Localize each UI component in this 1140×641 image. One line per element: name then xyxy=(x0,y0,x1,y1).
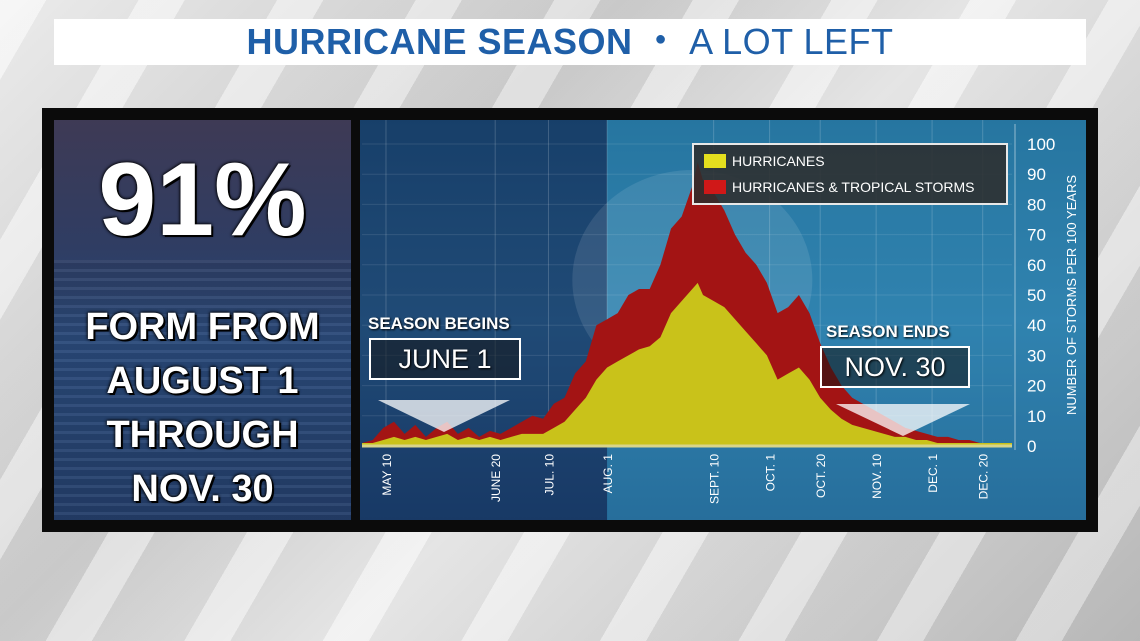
y-tick-label: 30 xyxy=(1027,346,1046,365)
stat-box: 91% FORM FROM AUGUST 1 THROUGH NOV. 30 xyxy=(54,120,351,520)
x-tick-label: DEC. 1 xyxy=(926,454,940,493)
y-tick-label: 90 xyxy=(1027,165,1046,184)
hurricanes-area xyxy=(362,282,1012,446)
y-tick-label: 70 xyxy=(1027,226,1046,245)
legend-item-storms: HURRICANES & TROPICAL STORMS xyxy=(704,179,974,195)
x-tick-label: JUL. 10 xyxy=(542,454,556,496)
x-tick-label: DEC. 20 xyxy=(977,454,991,500)
title-bar: HURRICANE SEASON ● A LOT LEFT xyxy=(54,19,1086,65)
legend-swatch-yellow xyxy=(704,154,726,168)
x-tick-label: AUG. 1 xyxy=(601,454,615,494)
bullet-icon: ● xyxy=(654,27,668,50)
y-tick-label: 10 xyxy=(1027,407,1046,426)
legend-item-hurricanes: HURRICANES xyxy=(704,153,825,169)
y-tick-label: 40 xyxy=(1027,316,1046,335)
page-title: HURRICANE SEASON xyxy=(246,21,633,62)
y-tick-label: 80 xyxy=(1027,195,1046,214)
legend-label-storms: HURRICANES & TROPICAL STORMS xyxy=(732,179,975,195)
season-ends-label: SEASON ENDS xyxy=(826,322,950,341)
y-tick-label: 100 xyxy=(1027,135,1055,154)
stat-line-1: FORM FROM xyxy=(85,306,320,348)
y-axis-label: NUMBER OF STORMS PER 100 YEARS xyxy=(1064,175,1079,415)
x-tick-label: NOV. 10 xyxy=(870,454,884,499)
legend-label-hurricanes: HURRICANES xyxy=(732,153,825,169)
stat-percent: 91% xyxy=(98,142,307,258)
page-subtitle: A LOT LEFT xyxy=(689,21,894,62)
pre-season-shade xyxy=(360,120,608,520)
stat-line-2: AUGUST 1 xyxy=(106,360,299,402)
y-tick-label: 20 xyxy=(1027,377,1046,396)
season-ends-date: NOV. 30 xyxy=(820,346,970,388)
season-begins-label: SEASON BEGINS xyxy=(368,314,510,333)
x-tick-label: JUNE 20 xyxy=(489,454,503,502)
chart-area: 0 10 20 30 40 50 60 70 80 90 100 NUMBER OF STORMS P… xyxy=(360,120,1086,520)
season-begins-date: JUNE 1 xyxy=(369,338,521,380)
x-tick-label: SEPT. 10 xyxy=(708,454,722,504)
stat-line-3: THROUGH xyxy=(106,414,299,456)
season-begins-arrow xyxy=(378,400,510,432)
x-tick-label: OCT. 1 xyxy=(764,454,778,492)
y-tick-label: 0 xyxy=(1027,437,1036,456)
stat-line-4: NOV. 30 xyxy=(131,468,274,510)
ocean-texture xyxy=(54,260,351,520)
y-tick-label: 60 xyxy=(1027,256,1046,275)
x-tick-label: OCT. 20 xyxy=(814,454,828,498)
graphic-panel: 91% FORM FROM AUGUST 1 THROUGH NOV. 30 0… xyxy=(42,108,1098,532)
chart-legend: HURRICANES HURRICANES & TROPICAL STORMS xyxy=(692,143,1008,205)
x-tick-label: MAY 10 xyxy=(380,454,394,496)
season-ends-arrow xyxy=(836,404,970,436)
legend-swatch-red xyxy=(704,180,726,194)
y-tick-label: 50 xyxy=(1027,286,1046,305)
